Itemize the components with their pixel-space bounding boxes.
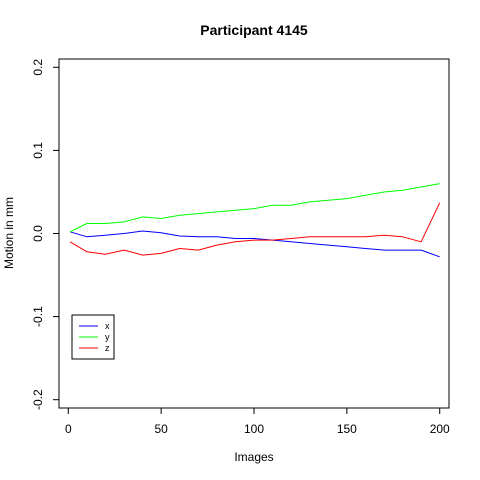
legend-label-y: y [105,332,110,342]
x-axis-label: Images [234,450,273,464]
x-tick-label: 150 [337,422,357,436]
series-layer [69,183,441,258]
y-tick-label: -0.2 [31,389,45,410]
y-axis-label: Motion in mm [2,197,16,269]
y-tick-label: 0.1 [31,142,45,159]
y-axis: -0.2 -0.1 0.0 0.1 0.2 [31,59,60,410]
legend: xyz [71,314,115,360]
x-tick-label: 100 [244,422,264,436]
series-x-line [69,230,440,258]
x-tick-label: 50 [154,422,168,436]
x-axis: 0 50 100 150 200 [65,407,450,436]
y-tick-label: 0.0 [31,225,45,242]
legend-label-x: x [105,321,110,331]
chart-title: Participant 4145 [200,22,308,38]
y-tick-label: 0.2 [31,59,45,76]
x-tick-label: 200 [430,422,450,436]
y-tick-label: -0.1 [31,306,45,327]
legend-label-z: z [105,343,110,353]
series-z-line [69,202,441,256]
x-tick-label: 0 [65,422,72,436]
plot-frame [58,58,450,409]
series-y-line [69,183,440,233]
